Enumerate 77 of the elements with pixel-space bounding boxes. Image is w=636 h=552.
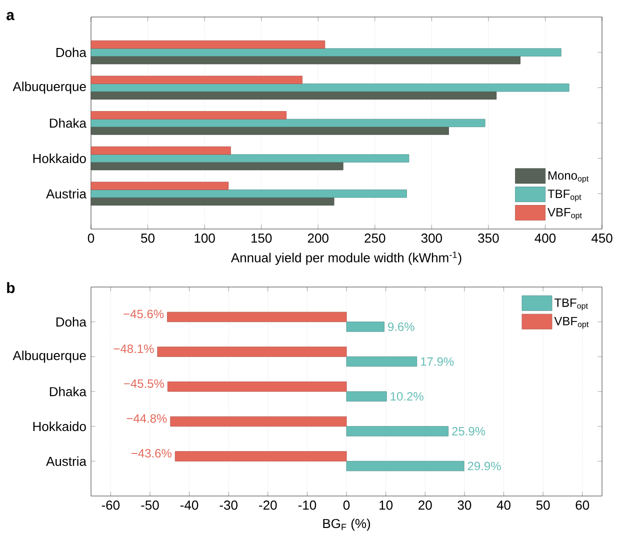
x-tick-label: 10 (380, 500, 393, 510)
chart-title: b (7, 282, 15, 294)
legend-label: VBF$_{opt}$ (554, 316, 589, 329)
x-tick-label: 50 (141, 234, 155, 243)
x-tick-label: 350 (478, 234, 499, 243)
x-tick-label: -40 (180, 500, 198, 510)
legend-label: VBF$_{opt}$ (548, 208, 582, 220)
x-tick-label: 300 (421, 234, 442, 243)
bar (346, 391, 387, 402)
bar (346, 356, 418, 367)
y-tick-label: Doha (56, 317, 86, 327)
legend-label: Mono$_{opt}$ (548, 171, 589, 184)
bar (167, 382, 347, 392)
data-label: 25.9% (452, 426, 486, 436)
bar (157, 346, 347, 357)
x-axis-title: BG$_{F}$ (%) (323, 518, 370, 531)
bar (170, 416, 347, 427)
data-label: 29.9% (468, 462, 501, 470)
bar (90, 76, 302, 84)
bar (90, 146, 231, 155)
data-label: −48.1% (114, 344, 154, 354)
bar (90, 197, 334, 206)
bar (90, 118, 486, 128)
y-tick-label: Albuquerque (12, 350, 86, 363)
y-tick-label: Austria (46, 456, 86, 466)
y-tick-label: Hokkaido (33, 154, 86, 164)
bar (90, 84, 570, 92)
bar (90, 190, 407, 198)
chart-title: a (6, 12, 15, 20)
bar (90, 56, 520, 64)
bar (90, 154, 410, 162)
bar (90, 111, 287, 120)
bar (90, 126, 449, 135)
x-tick-label: 60 (576, 500, 590, 510)
data-label: −45.6% (124, 310, 164, 318)
x-tick-label: 40 (496, 500, 510, 510)
x-tick-label: 50 (536, 500, 550, 510)
y-tick-label: Dhaka (50, 118, 86, 128)
data-label: −43.6% (131, 449, 172, 458)
bar (346, 426, 449, 436)
bar (167, 312, 347, 322)
data-label: −44.8% (126, 414, 167, 423)
x-tick-label: -50 (141, 500, 159, 510)
x-tick-label: 400 (534, 234, 556, 243)
y-tick-label: Hokkaido (33, 422, 86, 432)
x-tick-label: 20 (418, 500, 432, 510)
data-label: 10.2% (390, 392, 424, 401)
data-label: 9.6% (388, 322, 414, 331)
bar (90, 91, 497, 100)
bar (90, 182, 229, 190)
x-axis-title: Annual yield per module width (kWhm$^{-1}$) (230, 252, 462, 265)
x-tick-label: -20 (259, 500, 277, 510)
y-tick-label: Albuquerque (12, 82, 86, 94)
bar (90, 162, 344, 170)
legend-label: TBF$_{opt}$ (554, 298, 588, 310)
x-tick-label: -10 (298, 500, 316, 510)
x-tick-label: 30 (458, 500, 472, 510)
x-tick-label: -30 (220, 500, 238, 510)
x-tick-label: 0 (88, 234, 94, 243)
bar (174, 451, 347, 462)
x-tick-label: -60 (102, 500, 120, 510)
y-tick-label: Austria (46, 188, 86, 198)
bar (346, 460, 464, 472)
x-tick-label: 150 (251, 234, 272, 243)
data-label: 17.9% (420, 357, 454, 366)
bar (90, 48, 562, 56)
x-tick-label: 250 (364, 234, 386, 243)
x-tick-label: 0 (343, 500, 350, 510)
y-tick-label: Doha (56, 48, 86, 58)
bar (346, 322, 384, 332)
x-tick-label: 100 (194, 234, 215, 243)
x-tick-label: 450 (591, 234, 612, 243)
data-label: −45.5% (124, 379, 164, 388)
y-tick-label: Dhaka (50, 386, 86, 396)
legend-label: TBF$_{opt}$ (548, 190, 582, 202)
x-tick-label: 200 (308, 234, 328, 243)
bar (90, 40, 326, 49)
